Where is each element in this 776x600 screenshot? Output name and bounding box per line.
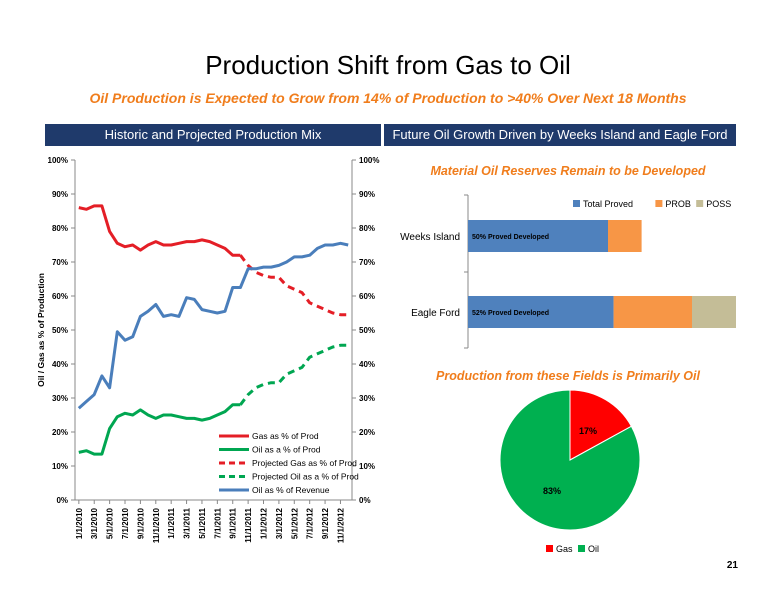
- pie-slice: [499, 389, 641, 531]
- page-title: Production Shift from Gas to Oil: [205, 50, 571, 80]
- page-number: 21: [726, 560, 738, 571]
- y-tick-label: 0%: [56, 496, 68, 505]
- legend-label: Oil: [588, 544, 599, 554]
- right-panel-banner: Future Oil Growth Driven by Weeks Island…: [384, 124, 736, 146]
- x-tick-label: 1/1/2010: [75, 507, 84, 539]
- x-tick-label: 1/1/2011: [167, 507, 176, 538]
- series-line: [77, 241, 349, 410]
- legend-swatch: [655, 200, 663, 207]
- y2-tick-label: 90%: [359, 190, 375, 199]
- legend-label: Oil as % of Revenue: [252, 485, 330, 495]
- legend-label: Oil as a % of Prod: [252, 445, 321, 455]
- bar-data-label: 50% Proved Developed: [472, 234, 549, 241]
- pie-slice: [569, 389, 633, 461]
- y2-tick-label: 100%: [359, 156, 379, 165]
- category-label: Weeks Island: [400, 232, 460, 243]
- y2-tick-label: 70%: [359, 258, 375, 267]
- production-pie-chart: 17% 83% Gas Oil: [499, 389, 641, 554]
- x-tick-label: 7/1/2010: [121, 507, 130, 539]
- x-tick-label: 11/1/2012: [336, 507, 345, 543]
- page-subtitle: Oil Production is Expected to Grow from …: [89, 90, 687, 106]
- bar-chart-heading: Material Oil Reserves Remain to be Devel…: [430, 164, 706, 178]
- legend-label: Total Proved: [583, 199, 633, 209]
- legend-label: POSS: [706, 199, 731, 209]
- reserves-bar-chart: Total Proved PROB POSS Weeks Island 50% Prov…: [400, 194, 736, 349]
- y-tick-label: 90%: [52, 190, 68, 199]
- series-line: [239, 343, 349, 406]
- y2-tick-label: 50%: [359, 326, 375, 335]
- legend-label: Projected Oil as a % of Prod: [252, 472, 359, 482]
- x-tick-label: 7/1/2011: [213, 507, 222, 538]
- x-tick-label: 9/1/2012: [321, 507, 330, 539]
- pie-chart-heading: Production from these Fields is Primaril…: [436, 369, 700, 383]
- legend-swatch: [573, 200, 580, 207]
- x-tick-label: 1/1/2012: [260, 507, 269, 539]
- y-tick-label: 50%: [52, 326, 68, 335]
- x-tick-label: 5/1/2010: [106, 507, 115, 539]
- bar-segment: [468, 296, 614, 328]
- x-tick-label: 3/1/2012: [275, 507, 284, 539]
- bar-segment: [608, 220, 642, 252]
- bar-data-label: 52% Proved Developed: [472, 310, 549, 317]
- y-tick-label: 30%: [52, 394, 68, 403]
- y-tick-label: 40%: [52, 360, 68, 369]
- y-tick-label: 20%: [52, 428, 68, 437]
- x-tick-label: 3/1/2011: [183, 507, 192, 538]
- pie-data-label: 83%: [543, 486, 561, 496]
- x-tick-label: 5/1/2012: [290, 507, 299, 539]
- y2-tick-label: 10%: [359, 462, 375, 471]
- y2-tick-label: 20%: [359, 428, 375, 437]
- legend-label: PROB: [665, 199, 691, 209]
- y2-tick-label: 60%: [359, 292, 375, 301]
- pie-data-label: 17%: [579, 426, 597, 436]
- y2-tick-label: 0%: [359, 496, 371, 505]
- category-label: Eagle Ford: [411, 308, 460, 319]
- x-tick-label: 7/1/2012: [306, 507, 315, 539]
- series-line: [78, 403, 241, 456]
- x-tick-label: 9/1/2011: [229, 507, 238, 538]
- series-line: [78, 204, 241, 257]
- bar-segment: [692, 296, 736, 328]
- legend-label: Gas as % of Prod: [252, 431, 319, 441]
- y-tick-label: 10%: [52, 462, 68, 471]
- left-panel-banner: Historic and Projected Production Mix: [45, 124, 381, 146]
- production-mix-line-chart: 0% 0% 10% 10% 20% 20% 30% 30% 40% 40% 50% 50% 60% 60%…: [36, 156, 379, 543]
- bar-segment: [468, 220, 608, 252]
- x-tick-label: 11/1/2011: [244, 507, 253, 542]
- x-tick-label: 9/1/2010: [136, 507, 145, 539]
- y2-tick-label: 40%: [359, 360, 375, 369]
- legend-swatch: [546, 545, 553, 552]
- y-tick-label: 100%: [48, 156, 68, 165]
- x-tick-label: 5/1/2011: [198, 507, 207, 538]
- x-tick-label: 3/1/2010: [90, 507, 99, 539]
- legend-label: Gas: [556, 544, 573, 554]
- y2-tick-label: 30%: [359, 394, 375, 403]
- y-tick-label: 60%: [52, 292, 68, 301]
- legend-swatch: [696, 200, 704, 207]
- y2-tick-label: 80%: [359, 224, 375, 233]
- y-tick-label: 80%: [52, 224, 68, 233]
- series-line: [239, 254, 349, 317]
- legend-label: Projected Gas as % of Prod: [252, 458, 357, 468]
- y-axis-title: Oil / Gas as % of Production: [36, 273, 46, 387]
- bar-segment: [613, 296, 692, 328]
- legend-swatch: [578, 545, 585, 552]
- x-tick-label: 11/1/2010: [152, 507, 161, 543]
- y-tick-label: 70%: [52, 258, 68, 267]
